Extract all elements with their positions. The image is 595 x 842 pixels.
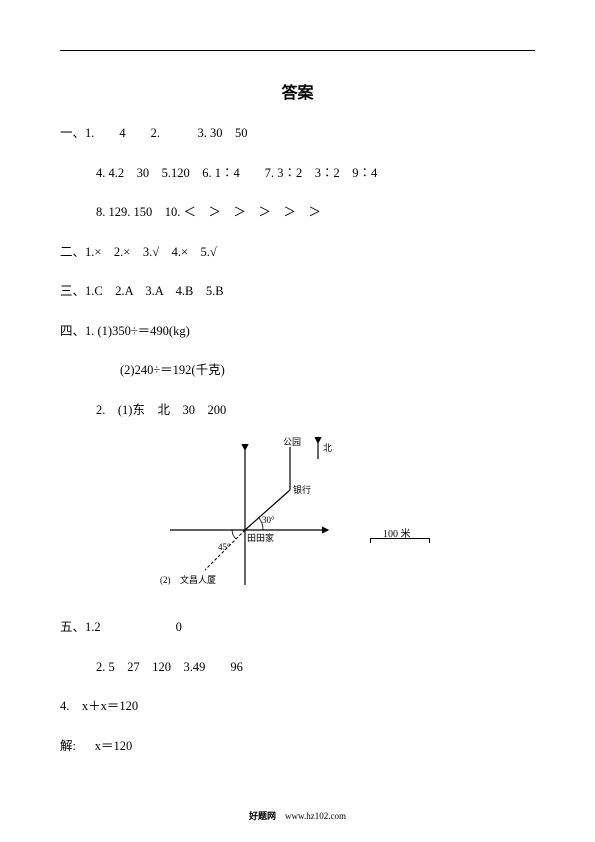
- solution: 解: x＝120: [60, 738, 535, 756]
- scale-bar: 100 米: [370, 538, 430, 543]
- sec4-q2a: 2. (1)东 北 30 200: [60, 402, 535, 420]
- footer: 好题网 www.hz102.com: [0, 809, 595, 822]
- sec3: 三、1.C 2.A 3.A 4.B 5.B: [60, 283, 535, 301]
- footer-url: www.hz102.com: [276, 811, 346, 821]
- footer-bold: 好题网: [249, 811, 276, 821]
- top-rule: [60, 50, 535, 51]
- label-home: 田田家: [247, 532, 274, 543]
- sec4-q1a: 四、1. (1)350÷＝490(kg): [60, 323, 535, 341]
- sec5-row1: 五、1.2 0: [60, 619, 535, 637]
- scale-label: 100 米: [383, 525, 411, 540]
- label-park: 公园: [283, 437, 301, 447]
- sec4-q1b: (2)240÷＝192(千克): [60, 362, 535, 380]
- sec1-row3: 8. 129. 150 10. ＜ ＞ ＞ ＞ ＞ ＞: [60, 204, 535, 222]
- sec1-row2: 4. 4.2 30 5.120 6. 1∶4 7. 3∶2 3∶2 9∶4: [60, 165, 535, 183]
- direction-diagram: 公园 北 银行 30° 田田家 45° (2) 文昌人厦: [150, 435, 350, 605]
- q2b-prefix: (2): [160, 575, 171, 585]
- sec5-row2: 2. 5 27 120 3.49 96: [60, 659, 535, 677]
- page-title: 答案: [60, 79, 535, 103]
- q2b-label: 文昌人厦: [180, 574, 216, 585]
- label-bank: 银行: [293, 484, 311, 495]
- diagram-row: 公园 北 银行 30° 田田家 45° (2) 文昌人厦 100 米: [60, 435, 535, 605]
- label-45: 45°: [218, 542, 231, 552]
- eq4: 4. x＋x＝120: [60, 698, 535, 716]
- label-30: 30°: [262, 515, 275, 525]
- sec2: 二、1.× 2.× 3.√ 4.× 5.√: [60, 244, 535, 262]
- sec1-row1: 一、1. 4 2. 3. 30 50: [60, 125, 535, 143]
- label-north: 北: [323, 443, 332, 453]
